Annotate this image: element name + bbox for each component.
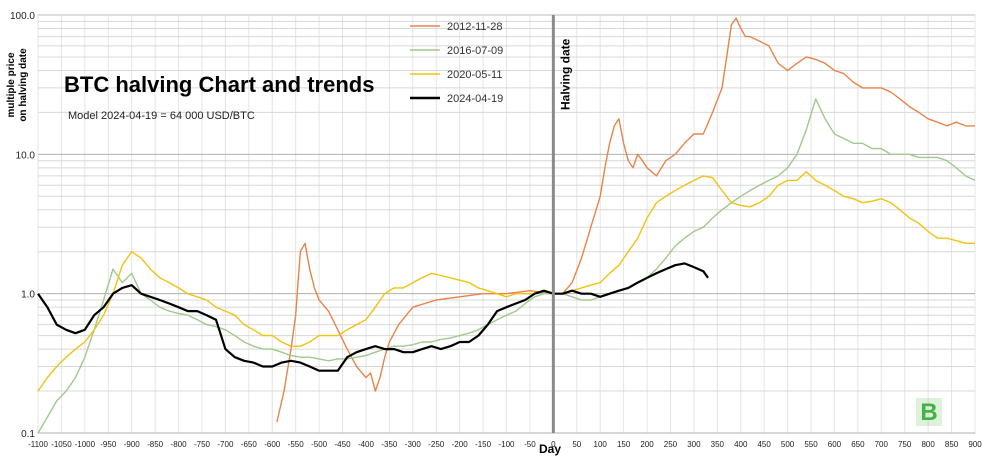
x-tick-label: -1050: [51, 440, 72, 449]
x-tick-label: 400: [734, 440, 748, 449]
x-tick-label: -250: [428, 440, 445, 449]
x-tick-label: -150: [475, 440, 492, 449]
legend-entry: 2024-04-19: [447, 93, 503, 105]
x-tick-label: -950: [100, 440, 117, 449]
legend-entry: 2012-11-28: [447, 21, 502, 33]
series-line-2012-11-28: [276, 17, 975, 423]
chart-subtitle: Model 2024-04-19 = 64 000 USD/BTC: [68, 110, 255, 122]
x-tick-label: 100: [594, 440, 608, 449]
x-tick-label: -400: [358, 440, 375, 449]
x-tick-label: -1100: [28, 440, 48, 449]
bitcoin-logo-icon: B: [916, 398, 942, 426]
series-line-2024-04-19: [37, 262, 709, 372]
x-tick-label: 200: [640, 440, 654, 449]
x-tick-label: -600: [264, 440, 281, 449]
x-tick-label: -850: [147, 440, 164, 449]
x-tick-label: 750: [898, 440, 912, 449]
series-line-2016-07-09: [37, 98, 976, 434]
series-group: [37, 17, 976, 434]
x-tick-label: -50: [524, 440, 536, 449]
x-tick-label: 450: [757, 440, 771, 449]
x-axis-label: Day: [539, 442, 561, 456]
y-tick-label: 10.0: [16, 150, 36, 161]
y-tick-label: 0.1: [21, 429, 35, 440]
y-axis-label: multiple priceon halving date: [6, 48, 29, 122]
x-tick-label: 900: [968, 440, 982, 449]
x-tick-label: -800: [171, 440, 188, 449]
x-tick-label: -550: [288, 440, 305, 449]
legend: 2012-11-28 2016-07-09 2020-05-11 2024-04-19: [410, 21, 503, 105]
x-tick-label: 500: [781, 440, 795, 449]
x-tick-label: 250: [664, 440, 678, 449]
x-tick-label: 600: [828, 440, 842, 449]
x-tick-label: -100: [498, 440, 515, 449]
legend-entry: 2016-07-09: [447, 45, 503, 57]
x-tick-label: 800: [921, 440, 935, 449]
x-tick-label: -700: [217, 440, 234, 449]
x-tick-label: -350: [381, 440, 398, 449]
x-tick-label: 850: [945, 440, 959, 449]
x-tick-label: 150: [617, 440, 631, 449]
halving-label: Halving date: [558, 38, 572, 110]
x-tick-label: -650: [241, 440, 258, 449]
x-tick-label: 300: [687, 440, 701, 449]
x-axis-ticks: -1100 -1050 -1000 -950 -900 -850 -800 -750 -700-…: [28, 440, 982, 449]
x-tick-label: -450: [335, 440, 352, 449]
x-tick-label: 700: [875, 440, 889, 449]
x-tick-label: 350: [711, 440, 725, 449]
x-tick-label: -200: [452, 440, 469, 449]
y-axis-ticks: 0.1 1.0 10.0 100.0: [10, 11, 35, 440]
x-tick-label: -1000: [75, 440, 96, 449]
halving-marker: Halving date: [551, 15, 572, 433]
x-tick-label: 50: [572, 440, 581, 449]
y-tick-label: 1.0: [21, 290, 35, 301]
y-tick-label: 100.0: [10, 11, 35, 22]
legend-entry: 2020-05-11: [447, 69, 502, 81]
x-tick-label: 650: [851, 440, 865, 449]
x-tick-label: -500: [311, 440, 328, 449]
x-tick-label: -900: [124, 440, 141, 449]
x-tick-label: -300: [405, 440, 422, 449]
series-line-2020-05-11: [37, 170, 975, 392]
grid: [37, 14, 976, 434]
chart-title: BTC halving Chart and trends: [64, 72, 374, 97]
x-tick-label: 0: [551, 440, 556, 449]
x-tick-label: 550: [804, 440, 818, 449]
x-tick-label: -750: [194, 440, 211, 449]
watermark-letter: B: [920, 399, 937, 426]
